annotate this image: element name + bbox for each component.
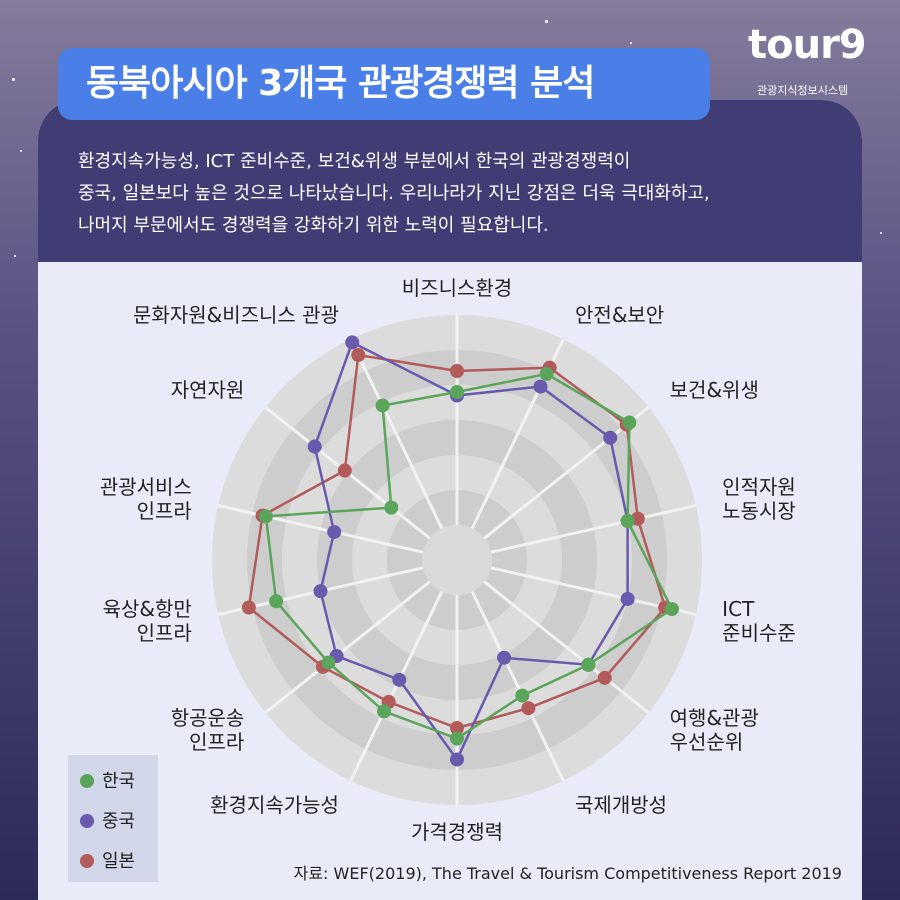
axis-label: 환경지속가능성 [210,793,339,818]
data-point [521,701,536,716]
data-point [450,752,464,767]
axis-label: ICT 준비수준 [722,596,796,645]
axis-line [490,504,697,554]
data-point [321,655,336,670]
star [12,78,15,81]
star [880,232,882,234]
data-point [581,657,596,672]
data-point [392,672,407,687]
legend-entry: 중국 [80,807,135,833]
data-point [337,463,352,478]
axis-label: 국제개방성 [575,793,668,818]
star [14,255,16,257]
axis-line [470,590,565,782]
axis-label: 비즈니스환경 [401,276,513,300]
star [630,42,632,44]
data-point [622,415,637,430]
axis-label: 육상&항만 인프라 [102,596,192,645]
axis-label: 관광서비스 인프라 [99,475,192,524]
data-point [450,364,464,378]
data-point [620,514,635,529]
data-point [307,439,322,454]
axis-label: 가격경쟁력 [411,820,503,844]
legend-entry: 일본 [80,847,135,873]
legend-label: 일본 [102,851,136,872]
description-line: 나머지 부문에서도 경쟁력을 강화하기 위한 노력이 필요합니다. [78,215,549,236]
star [20,150,22,152]
description-line: 중국, 일본보다 높은 것으로 나타났습니다. 우리나라가 지닌 강점은 더욱 … [78,183,710,204]
data-point [327,524,342,539]
axis-line [349,338,444,530]
data-point [603,430,618,445]
data-point [620,591,635,606]
data-point [377,704,392,719]
data-point [241,600,256,615]
axis-label: 보건&위생 [669,378,759,403]
data-point [313,584,328,599]
data-point [664,602,679,617]
data-point [450,385,464,399]
axis-label: 안전&보안 [575,302,665,327]
data-point [375,398,390,413]
description-box: 환경지속가능성, ICT 준비수준, 보건&위생 부분에서 한국의 관광경쟁력이… [38,100,862,262]
data-point [515,688,530,703]
description-line: 환경지속가능성, ICT 준비수준, 보건&위생 부분에서 한국의 관광경쟁력이 [78,151,631,172]
logo[interactable]: tour9 [748,22,867,68]
axis-line [217,504,424,554]
axis-label: 자연자원 [170,378,245,403]
logo-subtitle: 관광지식정보시스템 [757,84,849,97]
axis-label: 항공운송 인프라 [170,705,245,754]
data-point [351,348,366,363]
axis-label: 문화자원&비즈니스 관광 [133,302,339,327]
legend-marker [80,854,94,868]
center [422,525,492,595]
title: 동북아시아 3개국 관광경쟁력 분석 [58,48,710,120]
data-point [497,650,512,665]
data-point [384,500,399,515]
legend-marker [80,774,94,788]
data-point [597,670,612,685]
axis-label: 여행&관광 우선순위 [669,705,759,754]
data-point [258,509,273,524]
data-point [450,731,464,746]
legend-label: 한국 [102,771,136,792]
source: 자료: WEF(2019), The Travel & Tourism Comp… [293,864,842,883]
star [545,20,548,23]
data-point [533,379,548,394]
axis-line [483,580,650,714]
axis-line [264,580,431,714]
data-point [450,721,464,735]
legend-entry: 한국 [80,767,135,793]
data-point [269,594,284,609]
legend-label: 중국 [102,811,136,832]
data-point [345,335,360,350]
legend-marker [80,814,94,828]
axis-label: 인적자원 노동시장 [722,475,796,524]
data-point [539,366,554,381]
